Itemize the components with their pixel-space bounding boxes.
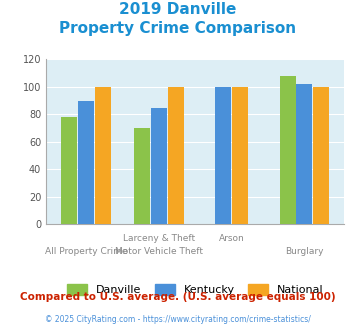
- Bar: [280, 76, 296, 224]
- Bar: [215, 87, 231, 224]
- Legend: Danville, Kentucky, National: Danville, Kentucky, National: [62, 280, 328, 300]
- Text: Arson: Arson: [219, 234, 245, 243]
- Text: Property Crime Comparison: Property Crime Comparison: [59, 21, 296, 36]
- Bar: [313, 87, 329, 224]
- Text: Motor Vehicle Theft: Motor Vehicle Theft: [115, 248, 203, 256]
- Text: All Property Crime: All Property Crime: [45, 248, 127, 256]
- Bar: [95, 87, 111, 224]
- Text: 2019 Danville: 2019 Danville: [119, 2, 236, 16]
- Bar: [296, 84, 312, 224]
- Text: Larceny & Theft: Larceny & Theft: [123, 234, 195, 243]
- Text: © 2025 CityRating.com - https://www.cityrating.com/crime-statistics/: © 2025 CityRating.com - https://www.city…: [45, 315, 310, 324]
- Bar: [232, 87, 248, 224]
- Text: Compared to U.S. average. (U.S. average equals 100): Compared to U.S. average. (U.S. average …: [20, 292, 335, 302]
- Text: Burglary: Burglary: [285, 248, 324, 256]
- Bar: [78, 101, 94, 224]
- Bar: [151, 108, 167, 224]
- Bar: [134, 128, 150, 224]
- Bar: [168, 87, 184, 224]
- Bar: [61, 117, 77, 224]
